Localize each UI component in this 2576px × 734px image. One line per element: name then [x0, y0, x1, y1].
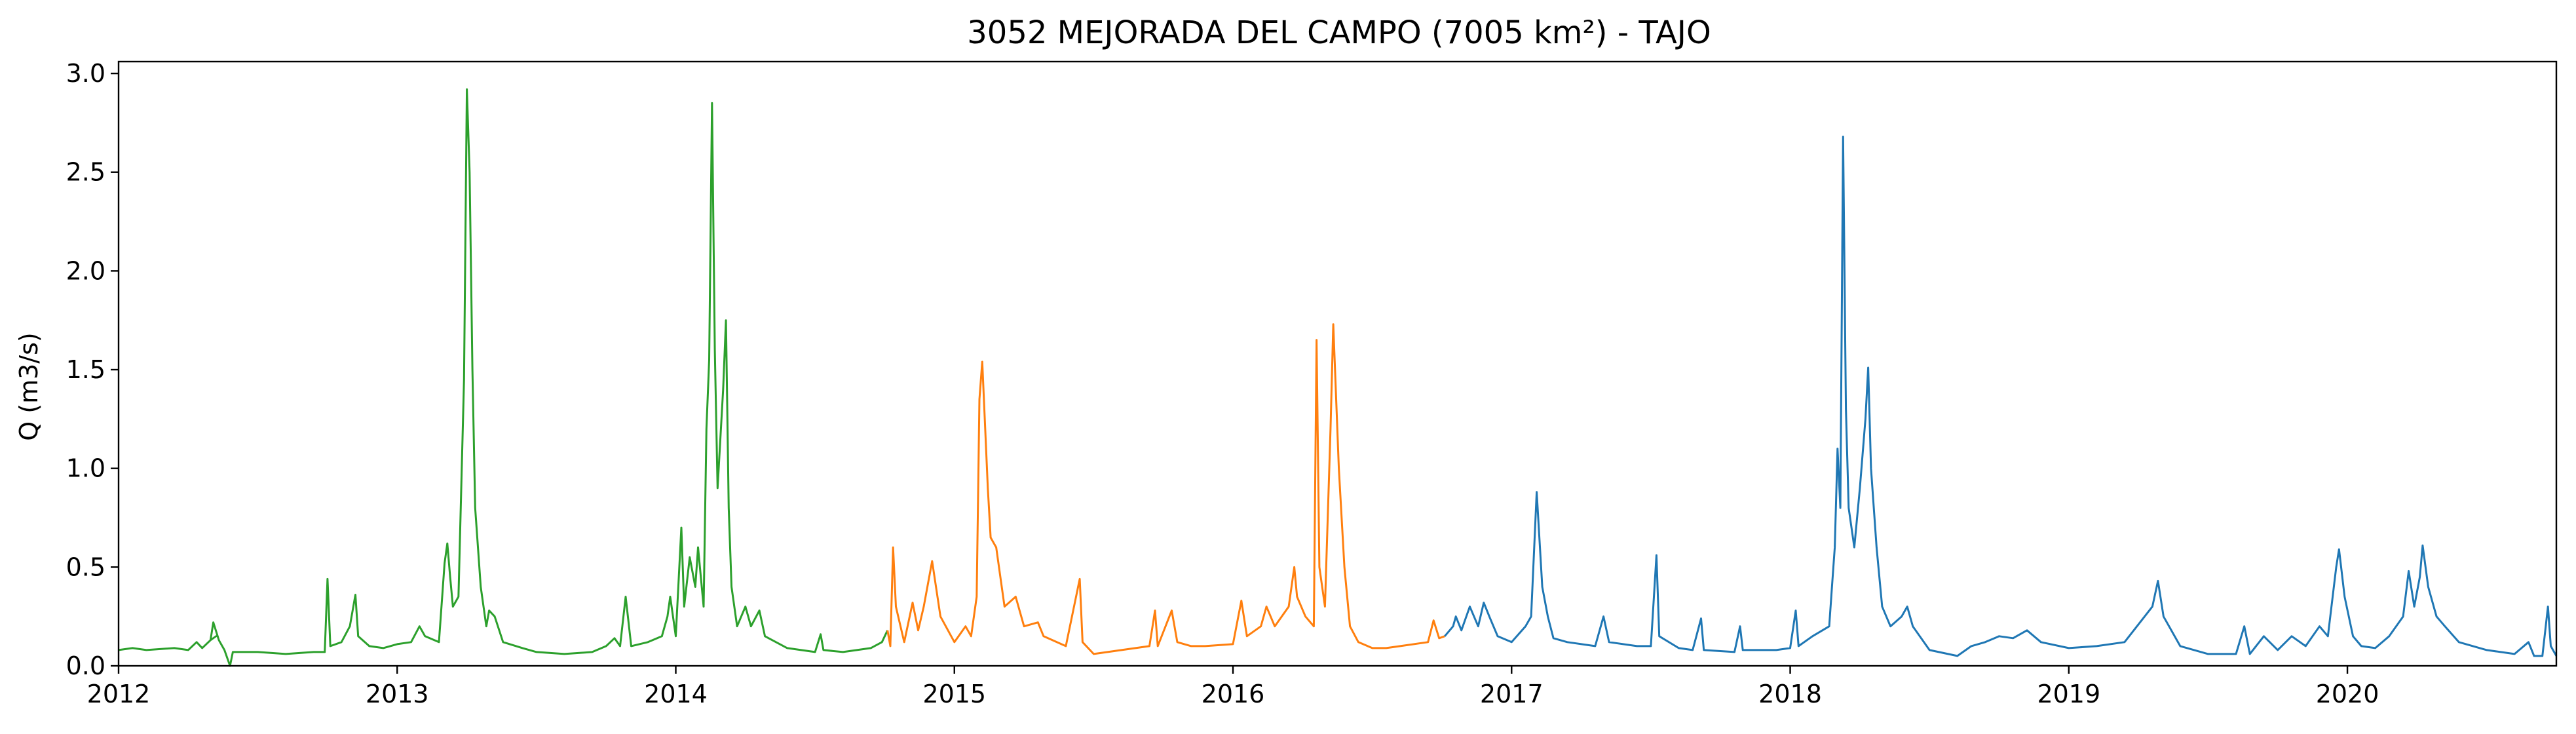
x-tick-label: 2020 [2316, 680, 2379, 708]
series-line-2 [886, 323, 1445, 655]
y-tick-label: 2.0 [66, 256, 105, 285]
x-tick-label: 2014 [644, 680, 708, 708]
chart-title: 3052 MEJORADA DEL CAMPO (7005 km²) - TAJ… [967, 14, 1711, 51]
y-axis: 0.0 0.5 1.0 1.5 2.0 2.5 3.0 [66, 59, 119, 680]
y-tick-label: 0.0 [66, 651, 105, 680]
x-tick-label: 2018 [1758, 680, 1822, 708]
series-line-1 [118, 88, 889, 667]
x-axis: 2012 2013 2014 2015 2016 2017 2018 2019 2020 [87, 666, 2379, 708]
y-tick-label: 3.0 [66, 59, 105, 88]
series-line-3 [1444, 136, 2558, 657]
y-tick-label: 1.5 [66, 355, 105, 384]
x-tick-label: 2015 [922, 680, 986, 708]
x-tick-label: 2017 [1480, 680, 1544, 708]
y-tick-label: 2.5 [66, 158, 105, 187]
y-axis-label: Q (m3/s) [14, 332, 43, 440]
x-tick-label: 2012 [87, 680, 151, 708]
y-tick-label: 0.5 [66, 552, 105, 581]
x-tick-label: 2019 [2037, 680, 2100, 708]
x-tick-label: 2016 [1202, 680, 1265, 708]
y-tick-label: 1.0 [66, 454, 105, 483]
x-tick-label: 2013 [366, 680, 429, 708]
series-layer [118, 88, 2558, 667]
plot-frame [117, 60, 2558, 667]
